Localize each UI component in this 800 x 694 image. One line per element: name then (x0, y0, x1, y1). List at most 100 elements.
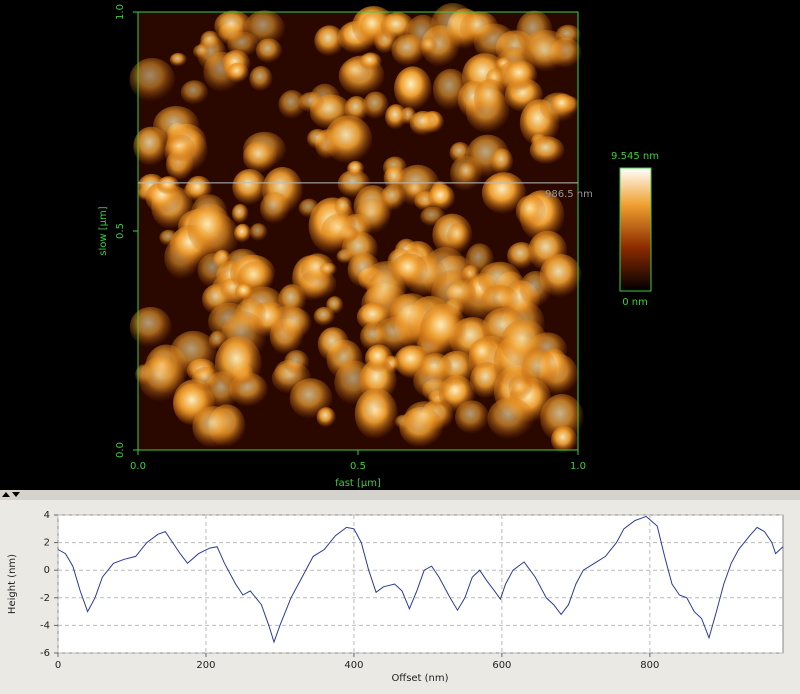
grain (255, 38, 282, 64)
grain (280, 307, 312, 339)
grain (316, 407, 336, 428)
grain (359, 12, 388, 41)
grain (473, 79, 507, 117)
grain (301, 253, 335, 286)
profile-length: 986.5 nm (545, 189, 593, 200)
grain (234, 223, 252, 243)
grain (491, 148, 514, 175)
x-axis-label: Offset (nm) (391, 673, 448, 684)
grain (449, 142, 471, 164)
grain (180, 80, 209, 105)
splitter[interactable] (0, 490, 800, 500)
splitter-arrows[interactable] (2, 492, 20, 497)
x-tick-label: 200 (196, 660, 215, 671)
grain (249, 66, 273, 92)
grain (347, 160, 365, 178)
grain (430, 2, 476, 48)
grain (394, 66, 432, 111)
grain (385, 104, 408, 130)
y-tick-label: 2 (44, 538, 50, 549)
grain (284, 350, 309, 376)
grain (380, 12, 415, 42)
y-tick-label: -4 (40, 620, 50, 631)
y-tick-label: 1.0 (115, 4, 126, 20)
y-tick-label: 4 (44, 510, 50, 521)
y-tick-label: 0 (44, 565, 50, 576)
grain (231, 203, 249, 224)
profile-curve (57, 515, 784, 644)
grain (409, 110, 438, 136)
grain (321, 213, 359, 249)
y-tick-label: 0.5 (115, 223, 126, 239)
grain (359, 52, 382, 71)
x-tick-label: 1.0 (570, 461, 586, 472)
grain (214, 336, 262, 392)
grain (362, 91, 389, 120)
x-tick-label: 0 (55, 660, 61, 671)
grain (521, 349, 558, 391)
grain (551, 426, 578, 454)
y-tick-label: -6 (40, 648, 50, 659)
x-tick-label: 600 (492, 660, 511, 671)
grain (468, 338, 498, 370)
grain (278, 90, 306, 120)
grain (550, 93, 576, 117)
y-axis-label: Height (nm) (7, 554, 18, 614)
grain (404, 401, 446, 435)
x-tick-label: 400 (344, 660, 363, 671)
grain (334, 196, 353, 218)
grain (515, 195, 546, 228)
y-tick-label: 0.0 (115, 442, 126, 458)
colorbar-label: 0 nm (622, 297, 648, 308)
grain (169, 52, 187, 67)
x-tick-label: 0.0 (130, 461, 146, 472)
grain (447, 223, 470, 250)
grain (242, 140, 277, 173)
plot-area (57, 514, 784, 654)
grain (519, 270, 552, 308)
grain (504, 60, 538, 91)
grain (234, 283, 254, 301)
grain (187, 203, 232, 255)
grain (355, 198, 391, 235)
grain (555, 24, 581, 47)
grain (344, 95, 369, 123)
grain (419, 353, 453, 384)
grain (480, 285, 520, 316)
grains (129, 2, 584, 454)
grain (185, 175, 212, 203)
grain (138, 356, 185, 402)
grain (153, 105, 200, 146)
grain (354, 388, 398, 440)
grain (157, 176, 180, 195)
colorbar-label: 9.545 nm (611, 151, 659, 162)
grain (317, 327, 350, 362)
grain (192, 406, 236, 448)
x-tick-label: 0.5 (350, 461, 366, 472)
grain (227, 62, 249, 83)
grain (432, 68, 469, 111)
grain (391, 34, 426, 67)
grain (391, 253, 428, 288)
grain (383, 165, 406, 192)
grain (298, 198, 320, 218)
grain (458, 162, 477, 183)
grain (319, 262, 337, 277)
y-axis-label: slow [µm] (98, 206, 109, 255)
grain (298, 92, 325, 113)
grain (526, 36, 567, 72)
grain (420, 303, 467, 356)
grain (129, 306, 172, 348)
grain (445, 279, 477, 308)
grain (170, 330, 217, 376)
grain (214, 10, 252, 42)
grain (249, 223, 268, 242)
x-tick-label: 800 (640, 660, 659, 671)
x-axis-label: fast [µm] (335, 478, 381, 489)
grain (314, 25, 345, 57)
grain (364, 344, 393, 373)
colorbar (619, 167, 652, 292)
grain (129, 57, 175, 102)
